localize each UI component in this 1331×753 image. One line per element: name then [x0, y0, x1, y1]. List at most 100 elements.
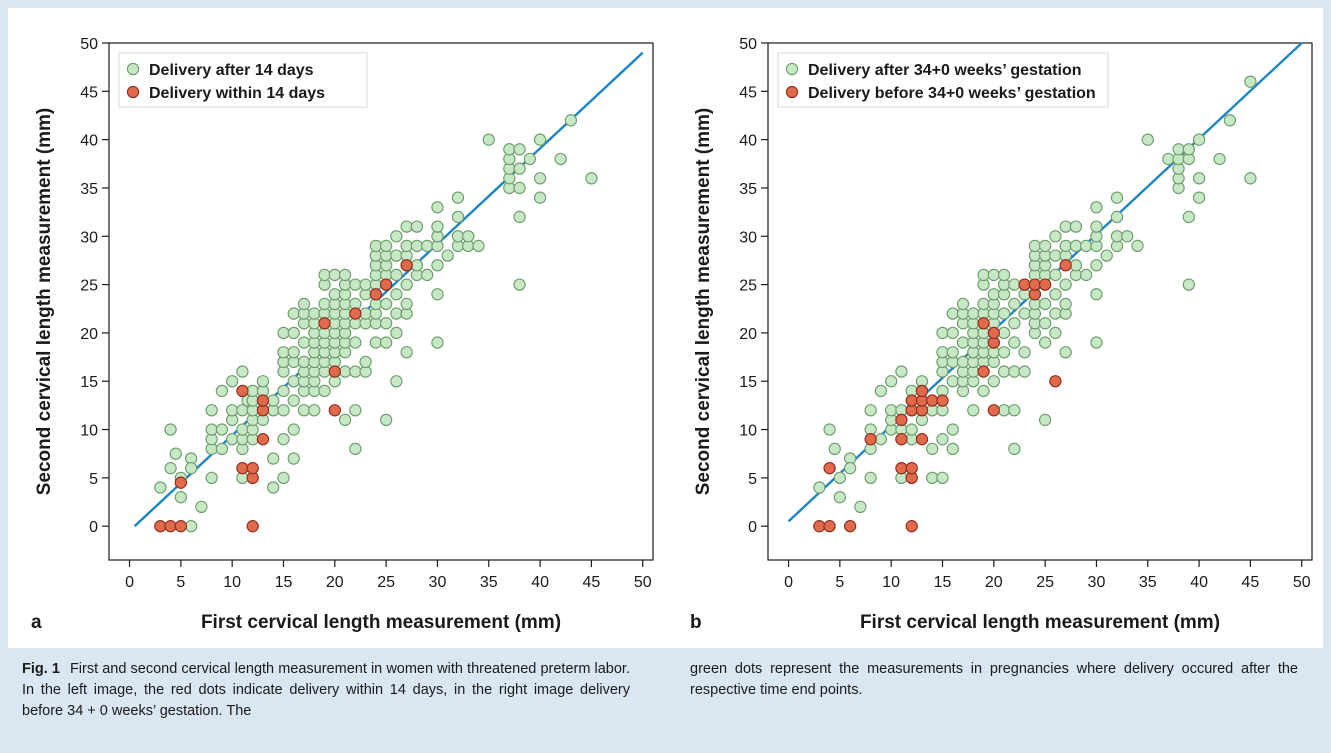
panel-a-green-point [297, 297, 311, 311]
panel-a-x-tick-label: 25 [377, 574, 395, 591]
panel-a-green-point [410, 220, 424, 233]
panel-b-red-point [1028, 278, 1042, 291]
panel-a-green-point [513, 278, 526, 291]
panel-a-green-point [482, 133, 495, 146]
panel-b-x-tick-label: 40 [1190, 574, 1208, 591]
panel-b-green-point [1131, 239, 1144, 253]
panel-b-y-tick-label: 0 [748, 519, 757, 536]
panel-b-green-point [1059, 346, 1072, 359]
panel-b-red-point [1049, 375, 1062, 388]
panel-b-green-point [833, 471, 846, 485]
panel-b-y-tick-label: 40 [739, 133, 757, 150]
panel-a-red-point [328, 404, 341, 417]
panel-a-green-point [215, 384, 229, 398]
panel-a-green-point [431, 259, 444, 272]
panel-a-green-point [184, 520, 198, 533]
panel-b-y-tick-label: 30 [739, 229, 757, 246]
panel-b-green-point [1192, 191, 1206, 204]
panel-a-x-tick-label: 40 [531, 574, 549, 591]
panel-b-green-point [885, 375, 898, 388]
panel-a-green-point [277, 471, 290, 485]
panel-b-green-point [1059, 278, 1072, 291]
panel-b-green-point [946, 442, 959, 456]
panel-a-green-point [287, 346, 300, 359]
panel-a-green-point [379, 413, 393, 427]
panel-a-x-tick-label: 35 [480, 574, 498, 591]
panel-a-red-point [400, 259, 413, 272]
panel-b-frame [767, 42, 1313, 561]
panel-b-green-point [977, 384, 990, 398]
panel-b-green-point [885, 404, 898, 417]
panel-b-green-point [1172, 143, 1185, 156]
panel-a-green-point [318, 297, 331, 311]
panel-a-y-tick-label: 20 [80, 326, 98, 343]
panel-b-y-tick-label: 35 [739, 181, 757, 198]
panel-b-x-tick-label: 20 [985, 574, 1003, 591]
panel-b-x-tick-label: 25 [1036, 574, 1054, 591]
panel-b-green-point [1182, 210, 1195, 224]
panel-b-green-point [1038, 297, 1052, 311]
panel-b-red-point [843, 520, 857, 533]
panel-a-red-point [236, 384, 249, 398]
panel-b-green-point [936, 346, 949, 359]
panel-b-green-point [1038, 336, 1052, 349]
panel-a-red-point [174, 476, 187, 489]
panel-a-green-point [277, 404, 290, 417]
panel-a-green-point [564, 114, 578, 127]
panel-a-green-point [226, 433, 239, 446]
panel-a-green-point [390, 326, 403, 340]
panel-a-x-tick-label: 15 [275, 574, 293, 591]
panel-b-green-point [1018, 365, 1031, 378]
panel-b-green-point [987, 268, 1000, 282]
panel-a-legend-marker [126, 62, 140, 76]
panel-b-green-point [864, 404, 877, 417]
panel-b-green-point [1192, 133, 1206, 146]
panel-b-green-point [946, 423, 959, 436]
panel-a-green-point [400, 220, 413, 233]
panel-b-red-point [915, 384, 929, 398]
panel-a-green-point [226, 404, 239, 417]
panel-b-green-point [1069, 220, 1083, 233]
panel-a-green-point [390, 230, 403, 243]
panel-a-green-point [318, 268, 331, 282]
panel-b-green-point [1008, 297, 1021, 311]
panel-b-green-point [1182, 143, 1195, 156]
panel-a-green-point [472, 239, 485, 253]
panel-a-green-point [215, 423, 229, 436]
panel-b-green-point [936, 471, 949, 485]
panel-a-green-point [451, 191, 465, 204]
panel-b-red-point [823, 520, 836, 533]
panel-b-red-point [977, 365, 990, 378]
panel-b-green-point [874, 433, 888, 446]
caption-right-column: green dots represent the measurements in… [690, 659, 1298, 701]
panel-b-green-point [926, 442, 939, 456]
panel-b-green-point [997, 326, 1011, 340]
panel-a-green-point [205, 471, 218, 485]
panel-a-x-tick-label: 5 [176, 574, 185, 591]
panel-b-green-point [1090, 220, 1103, 233]
panel-a-y-tick-label: 15 [80, 374, 98, 391]
panel-b-green-point [987, 375, 1000, 388]
panel-b-green-point [1049, 288, 1062, 301]
panel-b-green-point [1008, 404, 1021, 417]
panel-b-y-axis-label: Second cervical length measurement (mm) [693, 108, 714, 496]
panel-b-green-point [956, 336, 970, 349]
panel-a-green-point [513, 162, 526, 175]
panel-b-green-point [1059, 297, 1072, 311]
panel-b-green-point [813, 481, 826, 494]
panel-a-green-point [431, 336, 444, 349]
panel-a-red-point [164, 520, 177, 533]
panel-a-green-point [390, 268, 403, 282]
panel-b-green-point [956, 297, 970, 311]
panel-b-x-tick-label: 0 [784, 574, 793, 591]
panel-b-green-point [1049, 249, 1062, 262]
panel-a-green-point [431, 288, 444, 301]
panel-b-x-tick-label: 45 [1242, 574, 1260, 591]
panel-b-green-point [1110, 230, 1124, 243]
panel-a-green-point [338, 365, 352, 378]
panel-b-green-point [1110, 210, 1124, 224]
panel-a-red-point [174, 520, 187, 533]
panel-a-x-tick-label: 45 [583, 574, 601, 591]
figure-caption: Fig. 1 First and second cervical length m… [22, 659, 1312, 749]
